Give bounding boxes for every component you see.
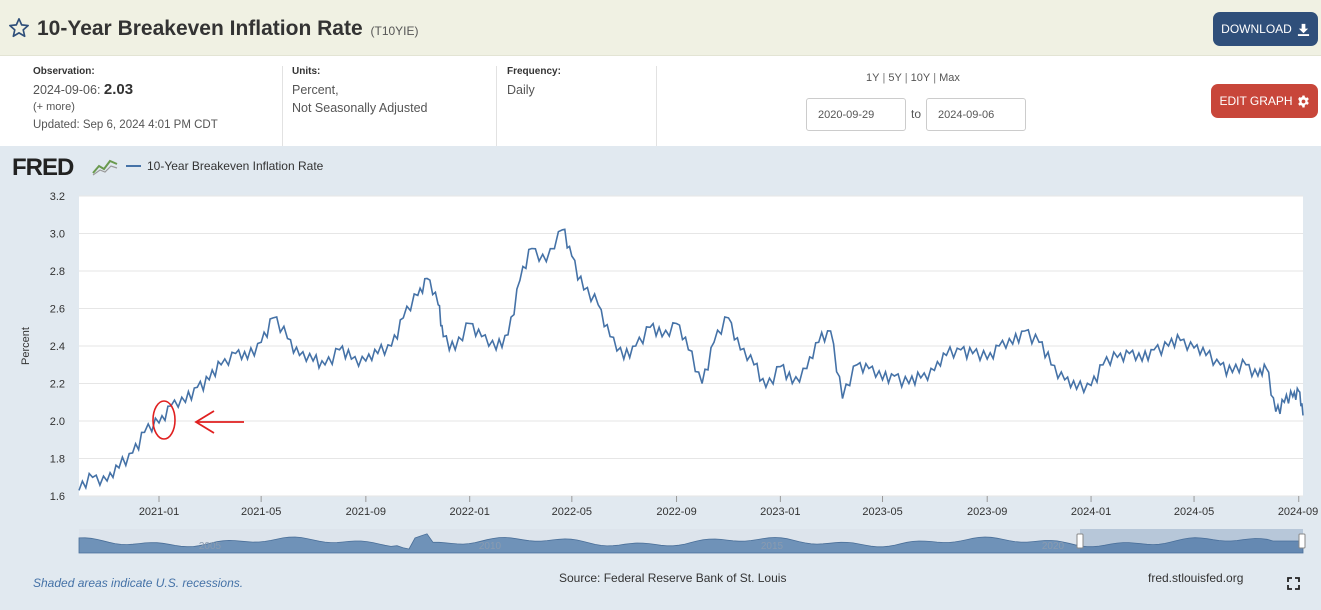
fred-url-link[interactable]: fred.stlouisfed.org xyxy=(1148,571,1244,585)
y-tick-label: 2.8 xyxy=(50,266,65,278)
frequency-block: Frequency: Daily xyxy=(507,66,561,154)
x-tick-label: 2024-09 xyxy=(1278,506,1318,518)
observation-value: 2.03 xyxy=(103,81,134,98)
legend-swatch xyxy=(126,165,141,167)
y-tick-label: 3.0 xyxy=(50,229,65,241)
source-text: Source: Federal Reserve Bank of St. Loui… xyxy=(559,571,787,585)
x-tick-label: 2023-05 xyxy=(862,506,902,518)
x-tick-label: 2022-09 xyxy=(656,506,696,518)
star-outline-icon[interactable] xyxy=(8,17,30,39)
start-date-input[interactable]: 2020-09-29 xyxy=(806,98,906,131)
annotation-arrow xyxy=(194,410,244,434)
observation-row: 2024-09-06: 2.03 xyxy=(33,81,218,99)
navigator-right-handle[interactable] xyxy=(1298,533,1306,549)
y-tick-label: 2.4 xyxy=(50,341,65,353)
fred-logo-chart-icon xyxy=(92,159,118,176)
y-tick-label: 2.6 xyxy=(50,304,65,316)
edit-graph-label: EDIT GRAPH xyxy=(1219,94,1293,108)
edit-graph-button[interactable]: EDIT GRAPH xyxy=(1211,84,1318,118)
page-title: 10-Year Breakeven Inflation Rate (T10YIE… xyxy=(37,17,419,41)
x-tick-label: 2024-01 xyxy=(1071,506,1111,518)
annotation-circle xyxy=(152,400,176,440)
meta-divider xyxy=(656,66,657,146)
range-1y[interactable]: 1Y xyxy=(866,72,880,84)
meta-divider xyxy=(282,66,283,146)
navigator-year-label: 2020 xyxy=(1042,541,1065,552)
y-tick-label: 2.2 xyxy=(50,379,65,391)
units-line2: Not Seasonally Adjusted xyxy=(292,101,428,115)
range-selector: 1Y | 5Y | 10Y | Max xyxy=(866,72,960,84)
units-line1: Percent, xyxy=(292,83,339,97)
y-tick-label: 2.0 xyxy=(50,416,65,428)
units-block: Units: Percent, Not Seasonally Adjusted xyxy=(292,66,428,154)
navigator-series xyxy=(78,533,1304,554)
series-header: 10-Year Breakeven Inflation Rate (T10YIE… xyxy=(0,0,1321,56)
fred-logo: FRED xyxy=(12,154,74,181)
range-max[interactable]: Max xyxy=(939,72,960,84)
x-tick-label: 2023-09 xyxy=(967,506,1007,518)
navigator-left-handle[interactable] xyxy=(1076,533,1084,549)
chart-legend: 10-Year Breakeven Inflation Rate xyxy=(126,159,323,173)
download-label: DOWNLOAD xyxy=(1221,22,1292,36)
y-tick-label: 1.8 xyxy=(50,454,65,466)
navigator-year-label: 2005 xyxy=(199,541,222,552)
series-line[interactable] xyxy=(78,228,1304,491)
x-tick-label: 2021-09 xyxy=(346,506,386,518)
x-tick-label: 2023-01 xyxy=(760,506,800,518)
y-tick-label: 3.2 xyxy=(50,191,65,203)
more-observations-link[interactable]: (+ more) xyxy=(33,101,75,113)
x-tick-label: 2021-05 xyxy=(241,506,281,518)
y-tick-label: 1.6 xyxy=(50,491,65,503)
download-button[interactable]: DOWNLOAD xyxy=(1213,12,1318,46)
range-10y[interactable]: 10Y xyxy=(910,72,931,84)
x-tick-label: 2022-01 xyxy=(450,506,490,518)
x-tick-label: 2022-05 xyxy=(552,506,592,518)
frequency-label: Frequency: xyxy=(507,66,561,77)
download-icon xyxy=(1297,23,1309,36)
recession-note: Shaded areas indicate U.S. recessions. xyxy=(33,576,244,590)
series-id: (T10YIE) xyxy=(370,24,419,38)
meta-divider xyxy=(496,66,497,146)
x-tick-label: 2024-05 xyxy=(1174,506,1214,518)
navigator-selection[interactable] xyxy=(1080,529,1303,553)
range-5y[interactable]: 5Y xyxy=(888,72,902,84)
frequency-value: Daily xyxy=(507,83,535,97)
observation-block: Observation: 2024-09-06: 2.03 (+ more) U… xyxy=(33,66,218,154)
observation-date: 2024-09-06: xyxy=(33,83,101,97)
observation-label: Observation: xyxy=(33,66,95,77)
x-tick-label: 2021-01 xyxy=(139,506,179,518)
fullscreen-icon[interactable] xyxy=(1287,577,1300,590)
y-axis-label: Percent xyxy=(20,327,32,365)
range-navigator[interactable]: 2005 2010 2015 2020 xyxy=(78,529,1306,554)
updated-timestamp: Updated: Sep 6, 2024 4:01 PM CDT xyxy=(33,119,218,131)
date-to-label: to xyxy=(911,107,922,121)
navigator-year-label: 2015 xyxy=(761,541,784,552)
units-label: Units: xyxy=(292,66,321,77)
line-chart[interactable]: 1.6 1.8 2.0 2.2 2.4 2.6 2.8 3.0 3.2 2021-01 2021-… xyxy=(0,146,1321,566)
end-date-input[interactable]: 2024-09-06 xyxy=(926,98,1026,131)
legend-label: 10-Year Breakeven Inflation Rate xyxy=(147,159,324,173)
navigator-year-label: 2010 xyxy=(479,541,502,552)
series-title: 10-Year Breakeven Inflation Rate xyxy=(37,17,363,40)
gear-icon xyxy=(1297,95,1309,107)
